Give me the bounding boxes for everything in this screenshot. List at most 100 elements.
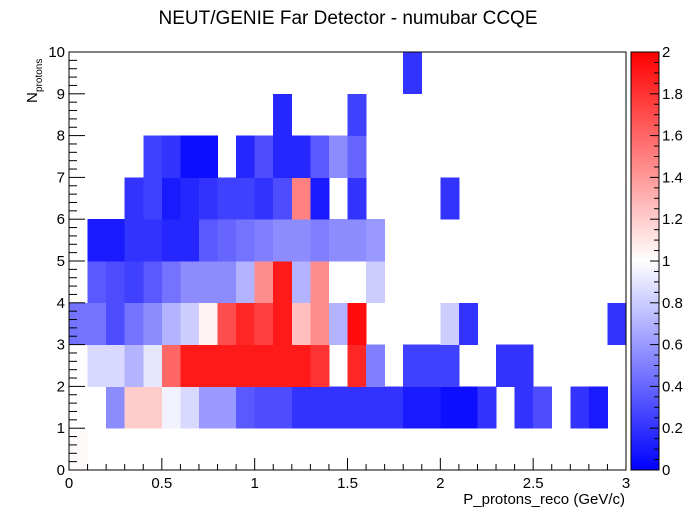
heatmap-cell <box>161 386 181 429</box>
heatmap-cell <box>347 261 367 304</box>
heatmap-cell <box>514 386 534 429</box>
y-axis: 0 1 2 3 4 5 6 7 8 9 10 <box>48 44 85 479</box>
heatmap-cell <box>570 386 590 429</box>
heatmap-cell <box>366 219 386 262</box>
heatmap-cell <box>124 386 144 429</box>
heatmap-cell <box>291 302 311 345</box>
heatmap-cell <box>69 428 88 471</box>
x-tick-label: 2 <box>436 475 444 492</box>
heatmap-cell <box>217 219 237 262</box>
heatmap-cell <box>124 261 144 304</box>
y-tick-label: 8 <box>57 128 65 145</box>
heatmap-cells <box>69 52 627 471</box>
heatmap-cell <box>440 177 460 220</box>
heatmap-cell <box>217 302 237 345</box>
y-tick-label: 9 <box>57 86 65 103</box>
y-tick-label: 3 <box>57 337 65 354</box>
heatmap-cell <box>217 177 237 220</box>
heatmap-cell <box>180 135 200 178</box>
heatmap-cell <box>366 261 386 304</box>
heatmap-cell <box>273 344 293 387</box>
heatmap-cell <box>347 93 367 136</box>
heatmap-cell <box>273 177 293 220</box>
heatmap-cell <box>328 302 348 345</box>
heatmap-cell <box>366 386 386 429</box>
heatmap-cell <box>87 344 107 387</box>
heatmap-cell <box>143 302 163 345</box>
x-tick-label: 3 <box>622 475 630 492</box>
heatmap-cell <box>236 219 256 262</box>
heatmap-cell <box>347 177 367 220</box>
heatmap-cell <box>347 135 367 178</box>
heatmap-cell <box>254 177 274 220</box>
y-tick-label: 4 <box>57 295 65 312</box>
x-axis: 0 0.5 1 1.5 2 2.5 3 <box>65 458 630 492</box>
heatmap-cell <box>217 344 237 387</box>
heatmap-cell <box>106 219 126 262</box>
heatmap-cell <box>440 386 460 429</box>
heatmap-cell <box>328 135 348 178</box>
heatmap-cell <box>310 261 330 304</box>
heatmap-cell <box>310 302 330 345</box>
z-tick-label: 1 <box>662 253 670 270</box>
heatmap-cell <box>347 386 367 429</box>
heatmap-cell <box>161 302 181 345</box>
heatmap-cell <box>143 344 163 387</box>
heatmap-cell <box>217 386 237 429</box>
heatmap-cell <box>198 219 218 262</box>
heatmap-cell <box>440 344 460 387</box>
heatmap-cell <box>310 219 330 262</box>
heatmap-cell <box>273 135 293 178</box>
heatmap-cell <box>273 219 293 262</box>
heatmap-cell <box>254 302 274 345</box>
heatmap-cell <box>310 177 330 220</box>
y-axis-label-main: N <box>24 92 41 103</box>
heatmap-cell <box>403 386 423 429</box>
heatmap-cell <box>87 261 107 304</box>
z-tick-label: 1.6 <box>662 128 683 145</box>
heatmap-cell <box>273 261 293 304</box>
heatmap-cell <box>143 261 163 304</box>
heatmap-cell <box>328 219 348 262</box>
x-tick-label: 0 <box>65 475 73 492</box>
heatmap-cell <box>236 386 256 429</box>
heatmap-cell <box>236 135 256 178</box>
heatmap-cell <box>198 135 218 178</box>
heatmap-cell <box>421 344 441 387</box>
y-tick-label: 10 <box>48 44 65 61</box>
heatmap-cell <box>161 135 181 178</box>
heatmap-cell <box>161 261 181 304</box>
heatmap-cell <box>458 302 478 345</box>
heatmap-cell <box>161 344 181 387</box>
heatmap-cell <box>291 344 311 387</box>
heatmap-cell <box>180 219 200 262</box>
heatmap-cell <box>310 386 330 429</box>
heatmap-cell <box>236 302 256 345</box>
z-tick-label: 1.4 <box>662 169 683 186</box>
heatmap-cell <box>180 261 200 304</box>
heatmap-cell <box>273 302 293 345</box>
heatmap-cell <box>143 177 163 220</box>
x-tick-label: 0.5 <box>151 475 172 492</box>
heatmap-cell <box>106 302 126 345</box>
heatmap-cell <box>87 302 107 345</box>
z-tick-label: 0.8 <box>662 295 683 312</box>
heatmap-cell <box>254 219 274 262</box>
heatmap-cell <box>143 386 163 429</box>
heatmap-cell <box>496 344 515 387</box>
heatmap-cell <box>403 344 423 387</box>
x-tick-label: 2.5 <box>523 475 544 492</box>
heatmap-cell <box>273 386 293 429</box>
heatmap-cell <box>347 302 367 345</box>
heatmap-cell <box>421 386 441 429</box>
y-axis-label: N protons <box>24 59 45 103</box>
heatmap-cell <box>236 177 256 220</box>
y-tick-label: 0 <box>57 462 65 479</box>
y-axis-label-sub: protons <box>34 59 45 92</box>
y-tick-label: 1 <box>57 420 65 437</box>
heatmap-cell <box>180 344 200 387</box>
heatmap-cell <box>291 219 311 262</box>
heatmap-cell <box>198 386 218 429</box>
heatmap-cell <box>607 302 627 345</box>
